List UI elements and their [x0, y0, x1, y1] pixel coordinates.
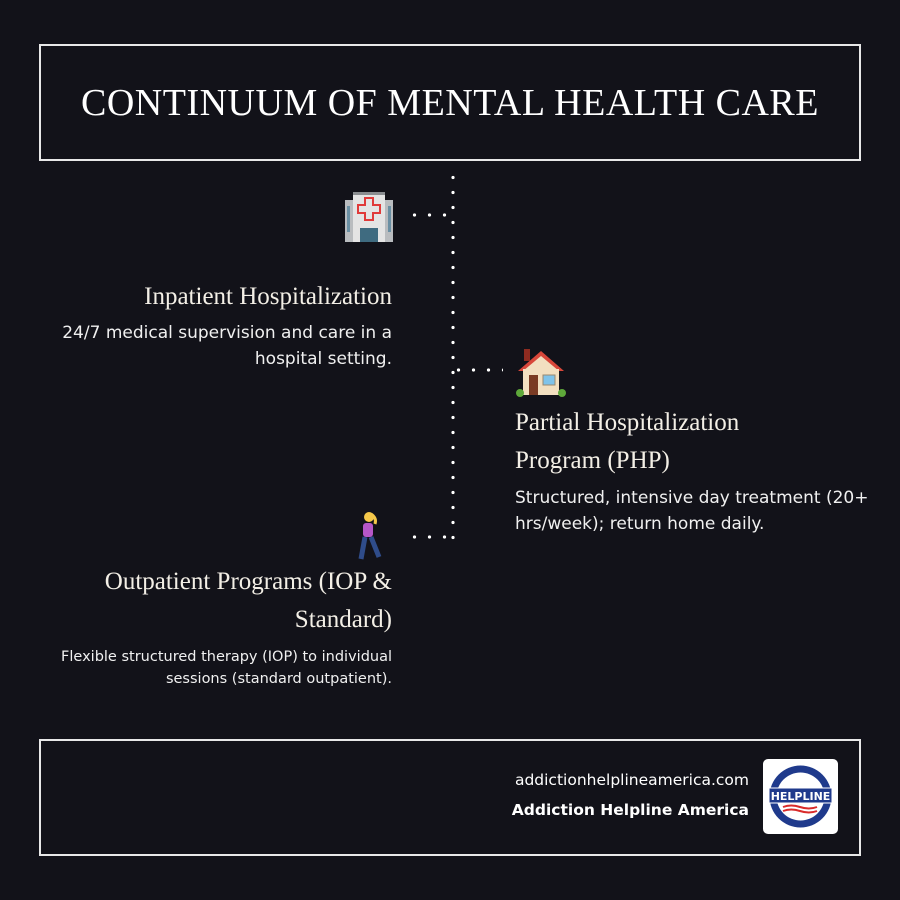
- footer: addictionhelplineamerica.com Addiction H…: [39, 739, 861, 856]
- stage-description-php: Structured, intensive day treatment (20+…: [515, 488, 869, 534]
- stage-heading-php: Partial Hospitalization Program (PHP): [515, 409, 740, 474]
- helpline-logo: HELPLINE: [763, 759, 838, 834]
- helpline-seal-icon: HELPLINE: [768, 765, 833, 828]
- house-icon: [516, 349, 566, 397]
- stage-heading-inpatient: Inpatient Hospitalization: [144, 283, 392, 310]
- stage-description-inpatient: 24/7 medical supervision and care in a h…: [62, 323, 392, 369]
- stage-description-outpatient: Flexible structured therapy (IOP) to ind…: [61, 649, 392, 687]
- hospital-icon: [345, 192, 393, 242]
- title-box: CONTINUUM OF MENTAL HEALTH CARE: [39, 44, 861, 161]
- woman-walking-icon: [358, 512, 382, 560]
- brand-name: Addiction Helpline America: [511, 801, 749, 819]
- connector-php: [451, 368, 503, 372]
- timeline-dotted-line: [451, 170, 455, 540]
- svg-text:HELPLINE: HELPLINE: [771, 790, 831, 803]
- stage-heading-outpatient: Outpatient Programs (IOP & Standard): [104, 568, 392, 633]
- connector-outpatient: [407, 535, 453, 539]
- connector-inpatient: [407, 213, 453, 217]
- page-title: CONTINUUM OF MENTAL HEALTH CARE: [81, 81, 819, 124]
- website-url[interactable]: addictionhelplineamerica.com: [514, 771, 749, 789]
